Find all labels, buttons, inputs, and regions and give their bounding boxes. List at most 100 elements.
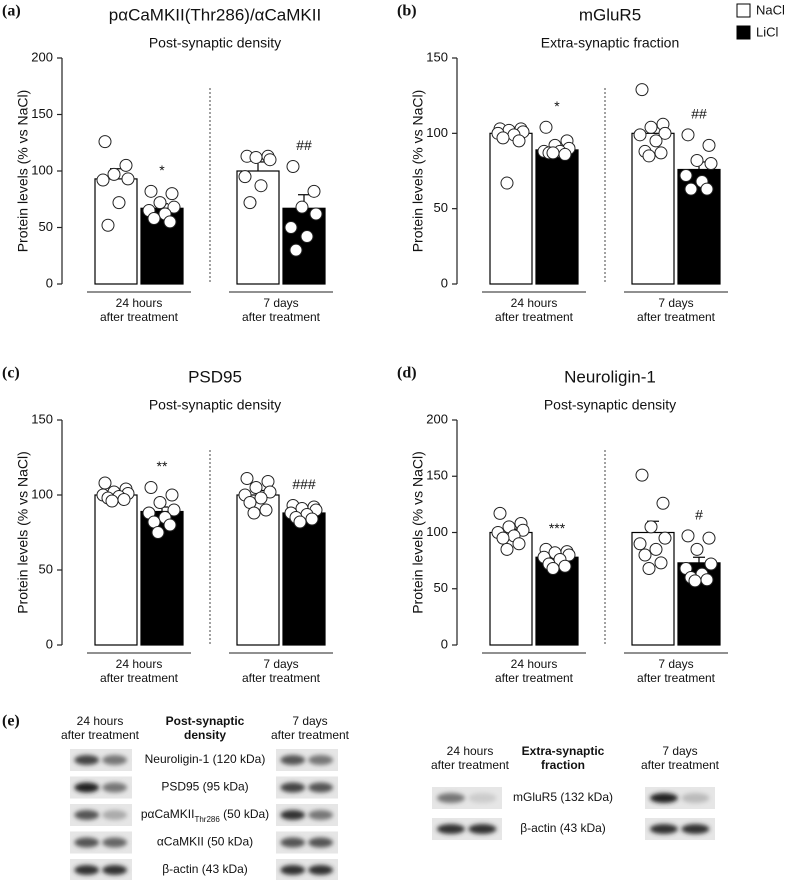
y-tick-label: 200 xyxy=(426,411,448,426)
data-point xyxy=(704,557,718,571)
group-label: 7 days xyxy=(658,657,693,671)
data-point xyxy=(247,506,261,520)
blot-band xyxy=(649,793,678,803)
data-point xyxy=(704,156,718,170)
blot-band xyxy=(468,824,497,834)
data-point xyxy=(500,542,514,556)
data-point xyxy=(681,529,695,543)
protein-label-part: β-actin (43 kDa) xyxy=(162,862,248,876)
chart-subtitle: Post-synaptic density xyxy=(149,35,281,51)
data-point xyxy=(300,230,314,244)
blot-band xyxy=(308,810,334,820)
group-label: 24 hours xyxy=(116,296,163,310)
data-point xyxy=(254,491,268,505)
significance: ## xyxy=(296,137,312,153)
data-point xyxy=(635,83,649,97)
data-point xyxy=(153,496,167,509)
blot-band xyxy=(308,837,334,848)
group-label: after treatment xyxy=(495,310,574,324)
protein-label: αCaMKII (50 kDa) xyxy=(157,835,253,849)
y-tick-label: 0 xyxy=(441,275,448,290)
data-point xyxy=(147,211,161,225)
data-point xyxy=(546,146,560,160)
data-point xyxy=(151,526,165,539)
protein-label: Neuroligin-1 (120 kDa) xyxy=(145,752,266,766)
blot-band xyxy=(74,810,100,820)
data-point xyxy=(98,135,112,149)
y-tick-label: 100 xyxy=(426,125,448,140)
blot-band xyxy=(102,837,128,848)
y-tick-label: 150 xyxy=(426,49,448,64)
bar xyxy=(94,178,138,285)
data-point xyxy=(546,562,560,575)
group-label: 7 days xyxy=(263,296,298,310)
significance: ** xyxy=(157,458,168,474)
bar xyxy=(282,512,326,646)
data-point xyxy=(261,475,275,488)
data-point xyxy=(254,179,268,193)
data-point xyxy=(305,512,319,526)
blot-time-label: after treatment xyxy=(641,758,720,772)
blot-heading: Extra-synaptic xyxy=(522,744,605,758)
blot-band xyxy=(280,782,306,793)
blot-band xyxy=(649,824,678,834)
data-point xyxy=(167,503,181,517)
group-label: after treatment xyxy=(495,671,574,685)
bar xyxy=(94,494,138,646)
data-point xyxy=(144,481,158,494)
data-point xyxy=(702,531,716,545)
group-label: after treatment xyxy=(242,310,321,324)
data-point xyxy=(163,518,177,532)
data-point xyxy=(144,184,158,198)
data-point xyxy=(112,196,126,210)
data-point xyxy=(309,207,323,221)
blot-time-label: 24 hours xyxy=(77,714,124,728)
data-point xyxy=(512,134,526,148)
bar xyxy=(489,132,533,285)
y-tick-label: 150 xyxy=(31,106,53,121)
blot-band xyxy=(102,782,128,793)
blot-strip xyxy=(70,804,132,826)
protein-label: β-actin (43 kDa) xyxy=(162,862,248,876)
protein-label-part: pαCaMKII xyxy=(141,807,195,821)
data-point xyxy=(259,503,273,517)
data-point xyxy=(633,537,647,551)
data-point xyxy=(163,215,177,229)
data-point xyxy=(654,556,668,570)
bar xyxy=(535,149,579,285)
data-point xyxy=(153,196,167,210)
blot-band xyxy=(308,865,334,875)
data-point xyxy=(289,243,303,257)
y-tick-label: 50 xyxy=(434,200,448,215)
blot-band xyxy=(74,837,100,848)
data-point xyxy=(512,537,526,551)
data-point xyxy=(238,170,252,184)
blot-time-label: 7 days xyxy=(662,744,697,758)
data-point xyxy=(263,485,277,499)
data-point xyxy=(558,559,572,573)
protein-label-part: αCaMKII (50 kDa) xyxy=(157,835,253,849)
protein-label-part: PSD95 (95 kDa) xyxy=(161,780,248,794)
bar xyxy=(236,494,280,646)
data-point xyxy=(249,481,263,494)
blot-band xyxy=(102,755,128,765)
data-point xyxy=(539,120,553,134)
protein-label: pαCaMKIIThr286 (50 kDa) xyxy=(141,807,269,823)
blot-time-label: 7 days xyxy=(292,714,327,728)
data-point xyxy=(119,158,133,172)
blot-band xyxy=(308,782,334,793)
y-tick-label: 50 xyxy=(39,219,53,234)
blot-time-label: after treatment xyxy=(61,728,140,742)
data-point xyxy=(96,173,110,187)
data-point xyxy=(690,153,704,167)
blot-time-label: 24 hours xyxy=(447,744,494,758)
panel-label: (d) xyxy=(397,365,417,382)
y-tick-label: 100 xyxy=(426,524,448,539)
chart-subtitle: Post-synaptic density xyxy=(149,397,281,413)
chart-title: mGluR5 xyxy=(579,5,641,24)
blot-strip xyxy=(276,831,338,854)
significance: ## xyxy=(691,106,707,122)
chart-subtitle: Post-synaptic density xyxy=(544,397,676,413)
group-label: 24 hours xyxy=(511,296,558,310)
